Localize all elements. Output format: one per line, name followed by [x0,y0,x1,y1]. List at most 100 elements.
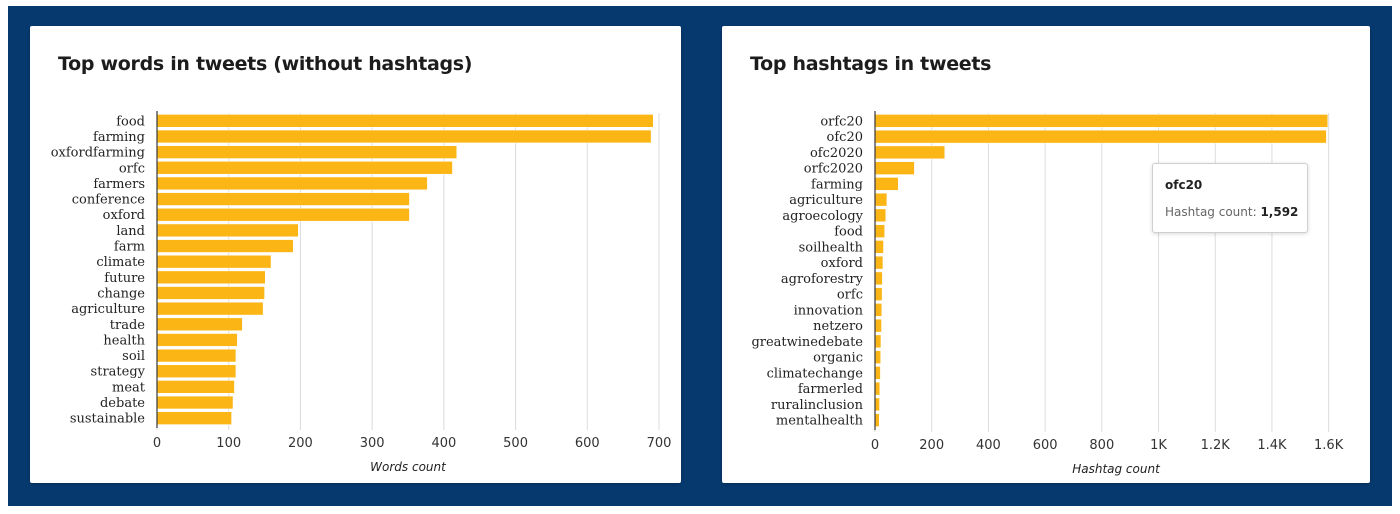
bar[interactable] [874,381,881,396]
bar[interactable] [874,161,915,175]
bar[interactable] [874,208,887,223]
bar[interactable] [156,208,410,222]
x-tick-label: 0 [871,438,879,453]
category-label: farming [811,177,863,192]
bar[interactable] [874,350,881,364]
bar[interactable] [874,192,888,207]
bar[interactable] [156,301,264,316]
category-label: debate [100,396,145,411]
category-label: food [834,225,863,240]
category-label: climatechange [767,366,864,381]
words-chart-title: Top words in tweets (without hashtags) [58,53,473,75]
bar[interactable] [156,270,266,284]
tooltip-line: Hashtag count: 1,592 [1165,205,1298,219]
bar[interactable] [874,334,882,349]
category-label: future [104,271,145,286]
bar[interactable] [874,240,884,254]
bar[interactable] [156,129,652,144]
bar[interactable] [874,177,899,191]
x-tick-label: 800 [1089,438,1114,453]
category-label: agriculture [789,193,863,208]
bar[interactable] [156,239,294,253]
bar[interactable] [156,161,453,175]
bar[interactable] [156,255,272,269]
category-label: oxford [103,208,145,223]
bar[interactable] [156,395,234,410]
category-label: soilhealth [799,240,864,255]
bar[interactable] [156,145,458,159]
x-tick-label: 400 [431,436,456,451]
category-label: orfc [119,161,145,176]
category-label: farmerled [798,382,863,397]
category-label: oxford [821,256,863,271]
bar[interactable] [874,287,883,301]
x-tick-label: 500 [503,436,528,451]
bar[interactable] [156,176,428,191]
category-label: ruralinclusion [771,398,864,413]
category-label: ofc2020 [810,146,863,161]
category-label: orfc2020 [804,162,863,177]
bar[interactable] [874,303,883,317]
hashtags-bar-chart[interactable]: 0 200 400 600 800 1K 1.2K 1.4K 1.6Korfc20ofc20of… [722,26,1370,483]
bar[interactable] [156,364,237,378]
tooltip-label: Hashtag count: [1165,205,1261,219]
x-tick-label: 300 [360,436,385,451]
x-tick-label: 100 [216,436,241,451]
x-axis-title: Hashtag count [1072,462,1161,476]
bar[interactable] [874,114,1329,128]
words-chart-card: Top words in tweets (without hashtags) 0… [30,26,681,483]
chart-tooltip: ofc20 Hashtag count: 1,592 [1152,163,1308,233]
x-tick-label: 200 [288,436,313,451]
bar[interactable] [156,223,299,238]
bar[interactable] [156,114,654,128]
bar[interactable] [874,271,883,286]
bar[interactable] [156,192,410,206]
category-label: trade [110,318,146,333]
x-tick-label: 200 [919,438,944,453]
category-label: orfc [837,288,863,303]
bar[interactable] [874,129,1327,144]
category-label: land [116,224,145,239]
bar[interactable] [156,411,232,425]
bar[interactable] [874,255,884,270]
x-axis-title: Words count [370,460,447,474]
category-label: meat [112,380,146,395]
bar[interactable] [156,286,265,300]
x-tick-label: 1.4K [1257,438,1287,453]
x-tick-label: 1.2K [1201,438,1231,453]
category-label: agriculture [71,302,145,317]
bar[interactable] [874,145,945,160]
category-label: innovation [794,303,864,318]
hashtags-chart-title: Top hashtags in tweets [750,53,992,75]
category-label: mentalhealth [776,414,864,429]
x-tick-label: 1K [1150,438,1167,453]
category-label: change [97,286,145,301]
dashboard-frame: Top words in tweets (without hashtags) 0… [8,6,1392,506]
bar[interactable] [874,366,881,380]
category-label: farming [93,130,145,145]
bar[interactable] [156,333,238,347]
category-label: farm [114,240,145,255]
x-tick-label: 0 [153,436,161,451]
category-label: sustainable [70,412,145,427]
words-bar-chart[interactable]: 0 100 200 300 400 500 600 700foodfarmingoxfordf… [30,26,681,483]
bar[interactable] [874,224,885,238]
bar[interactable] [156,317,243,331]
tooltip-title: ofc20 [1165,178,1203,192]
category-label: agroforestry [781,272,864,287]
hashtags-chart-card: Top hashtags in tweets 0 200 400 600 800 1K 1.… [722,26,1370,483]
category-label: farmers [93,177,145,192]
category-label: strategy [91,365,146,380]
bar[interactable] [156,380,235,394]
bar[interactable] [156,348,237,363]
x-tick-label: 600 [575,436,600,451]
category-label: soil [122,349,145,364]
category-label: orfc20 [820,114,863,129]
tooltip-value: 1,592 [1260,205,1299,219]
bar[interactable] [874,318,882,333]
bar[interactable] [874,397,880,412]
category-label: greatwinedebate [751,335,863,350]
category-label: netzero [813,319,863,334]
category-label: organic [813,351,863,366]
category-label: ofc20 [827,130,863,145]
